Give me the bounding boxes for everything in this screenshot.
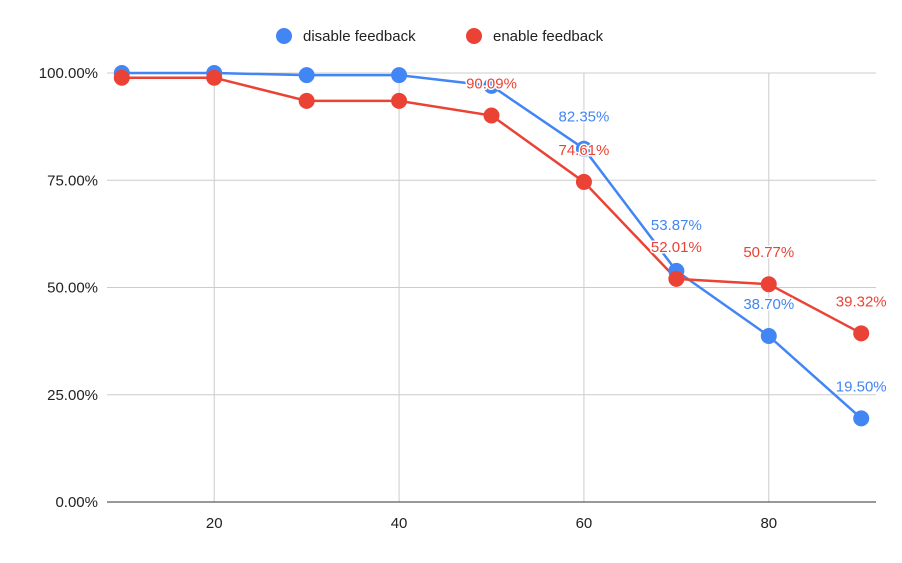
x-tick-label: 40 xyxy=(391,515,408,532)
y-tick-label: 25.00% xyxy=(47,387,98,404)
legend: disable feedback enable feedback xyxy=(276,28,604,45)
data-point-1 xyxy=(113,69,130,86)
y-tick-label: 75.00% xyxy=(47,172,98,189)
data-point-0 xyxy=(575,140,592,157)
data-label: 82.35% xyxy=(558,109,609,126)
data-point-1 xyxy=(391,92,408,109)
axes: 0.00% 25.00% 50.00% 75.00% 100.00% 20 40 60 80 xyxy=(39,65,876,532)
data-label: 53.87% xyxy=(651,217,702,234)
data-label: 19.50% xyxy=(836,378,887,395)
data-point-0 xyxy=(483,77,500,94)
data-point-0 xyxy=(760,327,777,344)
data-label: 90.09% xyxy=(466,76,517,93)
x-tick-label: 80 xyxy=(760,515,777,532)
data-point-0 xyxy=(298,67,315,84)
data-label: 39.32% xyxy=(836,293,887,310)
data-point-1 xyxy=(298,92,315,109)
series-layer xyxy=(113,65,870,427)
data-point-0 xyxy=(853,410,870,427)
data-point-1 xyxy=(483,107,500,124)
legend-label: disable feedback xyxy=(303,28,416,45)
legend-marker xyxy=(276,28,292,44)
data-point-1 xyxy=(853,325,870,342)
y-tick-label: 100.00% xyxy=(39,65,98,82)
y-tick-label: 0.00% xyxy=(55,494,98,511)
data-label: 52.01% xyxy=(651,239,702,256)
data-label: 50.77% xyxy=(743,244,794,261)
data-labels: 19.50% 38.70% 39.32% 50.77% 52.01% 53.87% 74.6… xyxy=(465,74,889,397)
legend-label: enable feedback xyxy=(493,28,604,45)
y-tick-label: 50.00% xyxy=(47,280,98,297)
data-label: 74.61% xyxy=(558,142,609,159)
x-tick-label: 60 xyxy=(576,515,593,532)
data-label: 38.70% xyxy=(743,296,794,313)
legend-marker xyxy=(466,28,482,44)
data-point-1 xyxy=(575,173,592,190)
data-point-1 xyxy=(206,69,223,86)
data-point-0 xyxy=(391,67,408,84)
data-point-1 xyxy=(760,276,777,293)
data-point-1 xyxy=(668,270,685,287)
x-tick-label: 20 xyxy=(206,515,223,532)
grid xyxy=(107,72,876,502)
